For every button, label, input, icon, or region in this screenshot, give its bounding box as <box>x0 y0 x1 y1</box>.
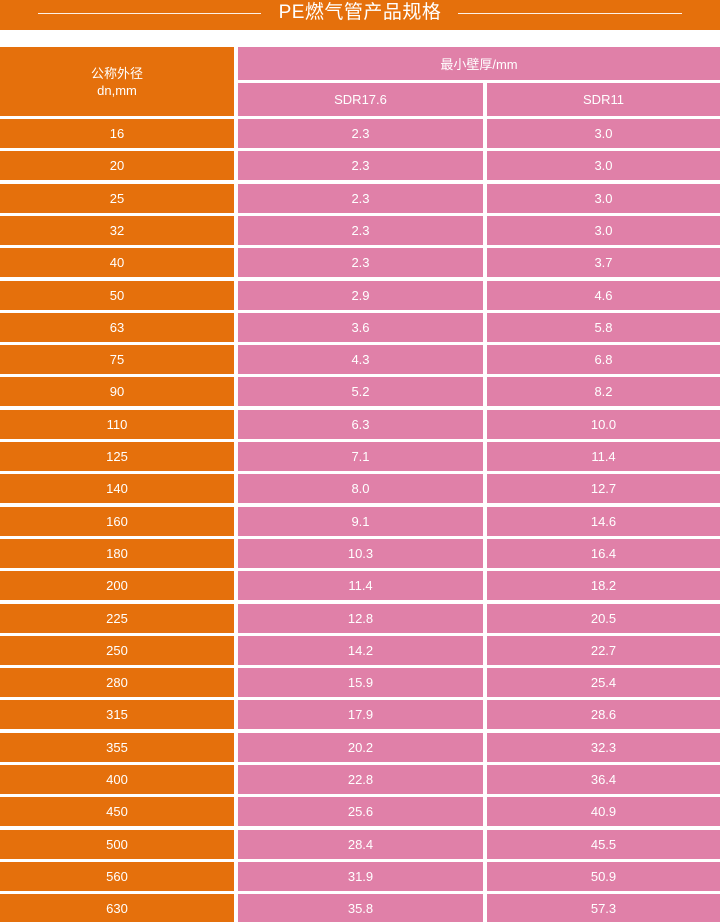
cell-outer-diameter: 355 <box>0 733 234 762</box>
cell-outer-diameter: 125 <box>0 442 234 471</box>
cell-sdr17-6: 3.6 <box>238 313 483 342</box>
cell-sdr11: 14.6 <box>487 507 720 536</box>
cell-sdr11: 32.3 <box>487 733 720 762</box>
cell-outer-diameter: 140 <box>0 474 234 503</box>
cell-outer-diameter: 20 <box>0 151 234 180</box>
cell-sdr11: 3.0 <box>487 216 720 245</box>
cell-outer-diameter: 16 <box>0 119 234 148</box>
cell-sdr17-6: 2.3 <box>238 248 483 277</box>
cell-outer-diameter: 225 <box>0 604 234 633</box>
header-col-sdr17-6: SDR17.6 <box>238 83 483 116</box>
cell-sdr17-6: 2.3 <box>238 119 483 148</box>
cell-outer-diameter: 200 <box>0 571 234 600</box>
cell-sdr11: 10.0 <box>487 410 720 439</box>
header-outer-diameter: 公称外径 dn,mm <box>0 47 234 116</box>
cell-outer-diameter: 450 <box>0 797 234 826</box>
title-rule-left <box>38 13 261 14</box>
cell-sdr11: 20.5 <box>487 604 720 633</box>
cell-sdr17-6: 6.3 <box>238 410 483 439</box>
header-dn-line1: 公称外径 <box>90 65 143 81</box>
cell-sdr11: 11.4 <box>487 442 720 471</box>
cell-outer-diameter: 75 <box>0 345 234 374</box>
cell-outer-diameter: 50 <box>0 281 234 310</box>
cell-sdr17-6: 15.9 <box>238 668 483 697</box>
cell-sdr11: 22.7 <box>487 636 720 665</box>
cell-outer-diameter: 630 <box>0 894 234 922</box>
cell-outer-diameter: 90 <box>0 377 234 406</box>
cell-sdr11: 40.9 <box>487 797 720 826</box>
cell-sdr17-6: 2.9 <box>238 281 483 310</box>
cell-outer-diameter: 315 <box>0 700 234 729</box>
cell-outer-diameter: 110 <box>0 410 234 439</box>
cell-sdr17-6: 28.4 <box>238 830 483 859</box>
cell-sdr17-6: 5.2 <box>238 377 483 406</box>
cell-outer-diameter: 32 <box>0 216 234 245</box>
cell-sdr11: 25.4 <box>487 668 720 697</box>
cell-sdr17-6: 20.2 <box>238 733 483 762</box>
cell-sdr17-6: 7.1 <box>238 442 483 471</box>
header-col-sdr11: SDR11 <box>487 83 720 116</box>
cell-sdr17-6: 14.2 <box>238 636 483 665</box>
cell-sdr11: 5.8 <box>487 313 720 342</box>
cell-sdr11: 12.7 <box>487 474 720 503</box>
cell-sdr11: 36.4 <box>487 765 720 794</box>
cell-sdr11: 4.6 <box>487 281 720 310</box>
cell-sdr17-6: 9.1 <box>238 507 483 536</box>
cell-sdr17-6: 10.3 <box>238 539 483 568</box>
cell-sdr11: 8.2 <box>487 377 720 406</box>
page-title: PE燃气管产品规格 <box>278 2 442 23</box>
cell-sdr17-6: 2.3 <box>238 216 483 245</box>
cell-sdr17-6: 2.3 <box>238 184 483 213</box>
cell-outer-diameter: 63 <box>0 313 234 342</box>
cell-sdr17-6: 12.8 <box>238 604 483 633</box>
cell-sdr11: 28.6 <box>487 700 720 729</box>
cell-sdr11: 3.0 <box>487 184 720 213</box>
cell-sdr17-6: 8.0 <box>238 474 483 503</box>
cell-outer-diameter: 40 <box>0 248 234 277</box>
cell-sdr11: 16.4 <box>487 539 720 568</box>
header-dn-line2: dn,mm <box>97 82 137 98</box>
cell-outer-diameter: 250 <box>0 636 234 665</box>
cell-sdr17-6: 25.6 <box>238 797 483 826</box>
cell-sdr11: 3.0 <box>487 119 720 148</box>
cell-sdr11: 57.3 <box>487 894 720 922</box>
cell-sdr11: 50.9 <box>487 862 720 891</box>
cell-sdr17-6: 17.9 <box>238 700 483 729</box>
cell-sdr11: 3.7 <box>487 248 720 277</box>
cell-sdr11: 45.5 <box>487 830 720 859</box>
cell-sdr17-6: 2.3 <box>238 151 483 180</box>
cell-outer-diameter: 560 <box>0 862 234 891</box>
cell-outer-diameter: 25 <box>0 184 234 213</box>
header-min-wall-thickness: 最小壁厚/mm <box>238 47 720 80</box>
cell-sdr17-6: 35.8 <box>238 894 483 922</box>
cell-sdr17-6: 11.4 <box>238 571 483 600</box>
cell-outer-diameter: 180 <box>0 539 234 568</box>
cell-outer-diameter: 280 <box>0 668 234 697</box>
title-rule-right <box>458 13 682 14</box>
cell-outer-diameter: 160 <box>0 507 234 536</box>
cell-sdr17-6: 4.3 <box>238 345 483 374</box>
cell-sdr17-6: 22.8 <box>238 765 483 794</box>
cell-sdr17-6: 31.9 <box>238 862 483 891</box>
cell-outer-diameter: 400 <box>0 765 234 794</box>
title-banner: PE燃气管产品规格 <box>0 0 720 30</box>
cell-sdr11: 18.2 <box>487 571 720 600</box>
cell-outer-diameter: 500 <box>0 830 234 859</box>
cell-sdr11: 3.0 <box>487 151 720 180</box>
cell-sdr11: 6.8 <box>487 345 720 374</box>
